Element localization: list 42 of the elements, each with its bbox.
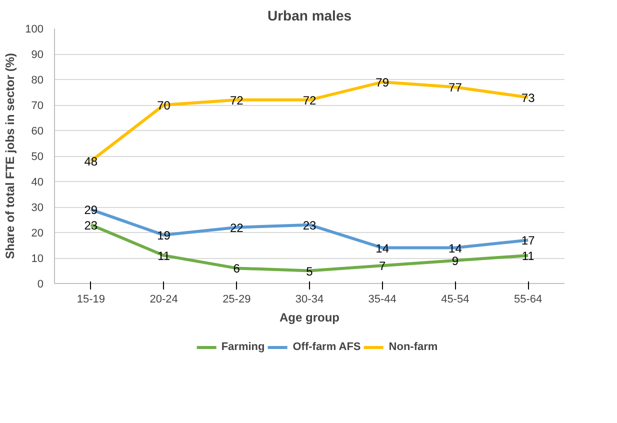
data-label: 23 xyxy=(84,218,98,232)
data-label: 23 xyxy=(302,218,316,232)
x-tick-label: 20-24 xyxy=(150,294,178,306)
data-label: 77 xyxy=(448,80,462,95)
y-tick-label: 100 xyxy=(25,24,44,36)
legend-label: Farming xyxy=(221,341,265,353)
x-axis-title: Age group xyxy=(280,310,340,324)
data-label: 9 xyxy=(452,254,459,268)
data-label: 6 xyxy=(233,262,240,276)
y-tick-label: 0 xyxy=(37,278,44,290)
y-tick-label: 60 xyxy=(31,126,44,138)
y-tick-label: 40 xyxy=(31,176,44,188)
data-label: 19 xyxy=(157,228,171,243)
legend-label: Off-farm AFS xyxy=(292,341,361,353)
data-label: 79 xyxy=(376,76,390,90)
y-tick-label: 50 xyxy=(31,151,44,163)
data-label: 17 xyxy=(521,234,536,248)
data-label: 14 xyxy=(448,241,462,256)
legend-label: Non-farm xyxy=(388,341,438,353)
x-tick-label: 15-19 xyxy=(76,294,105,306)
chart-title: Urban males xyxy=(267,8,352,24)
data-label: 7 xyxy=(379,259,386,274)
y-tick-label: 20 xyxy=(31,228,44,240)
x-tick-label: 55-64 xyxy=(514,294,542,306)
x-tick-label: 30-34 xyxy=(295,294,324,306)
data-label: 29 xyxy=(84,203,98,218)
x-tick-label: 25-29 xyxy=(222,294,251,306)
y-tick-label: 80 xyxy=(31,74,44,86)
data-label: 22 xyxy=(230,220,244,235)
data-label: 5 xyxy=(306,264,314,278)
x-tick-label: 45-54 xyxy=(441,294,470,306)
data-label: 14 xyxy=(376,241,390,256)
y-tick-label: 30 xyxy=(31,202,44,214)
y-tick-label: 90 xyxy=(31,49,44,61)
x-tick-label: 35-44 xyxy=(368,294,396,306)
y-tick-label: 70 xyxy=(31,100,44,112)
data-label: 73 xyxy=(521,90,536,105)
data-label: 72 xyxy=(230,93,244,108)
data-label: 48 xyxy=(84,154,98,169)
data-label: 11 xyxy=(522,248,535,263)
y-axis-title: Share of total FTE jobs in sector (%) xyxy=(3,52,18,260)
y-tick-label: 10 xyxy=(31,253,44,265)
